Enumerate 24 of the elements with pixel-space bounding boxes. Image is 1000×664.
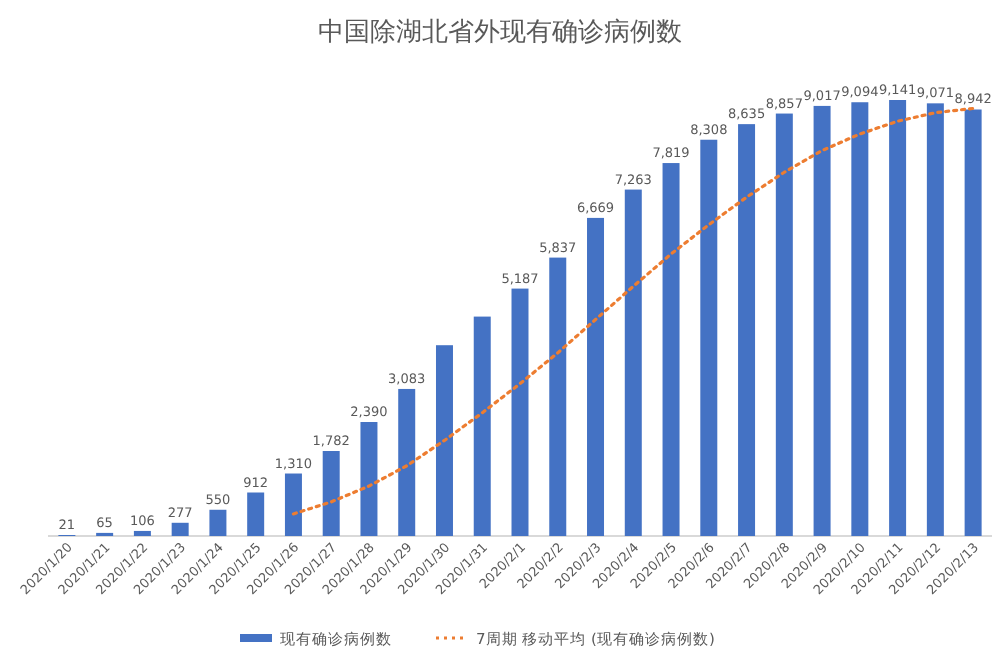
bar — [926, 103, 944, 536]
bar — [662, 163, 680, 536]
bar — [435, 345, 453, 536]
bar — [473, 316, 491, 536]
bar — [775, 113, 793, 536]
bar — [700, 139, 718, 536]
bar — [851, 102, 869, 536]
title: 中国除湖北省外现有确诊病例数 — [318, 18, 682, 48]
bar — [624, 189, 642, 536]
bar — [284, 473, 302, 536]
bar — [964, 109, 982, 536]
bar — [738, 124, 756, 536]
bar — [247, 492, 265, 536]
bar — [360, 422, 378, 536]
bar — [889, 100, 907, 536]
bar — [587, 217, 605, 536]
bar — [133, 530, 151, 536]
bar — [398, 388, 416, 536]
bar — [511, 288, 529, 536]
bar — [209, 509, 227, 536]
bar — [549, 257, 567, 536]
bar — [171, 522, 189, 536]
bar — [813, 105, 831, 536]
bar — [322, 451, 340, 536]
